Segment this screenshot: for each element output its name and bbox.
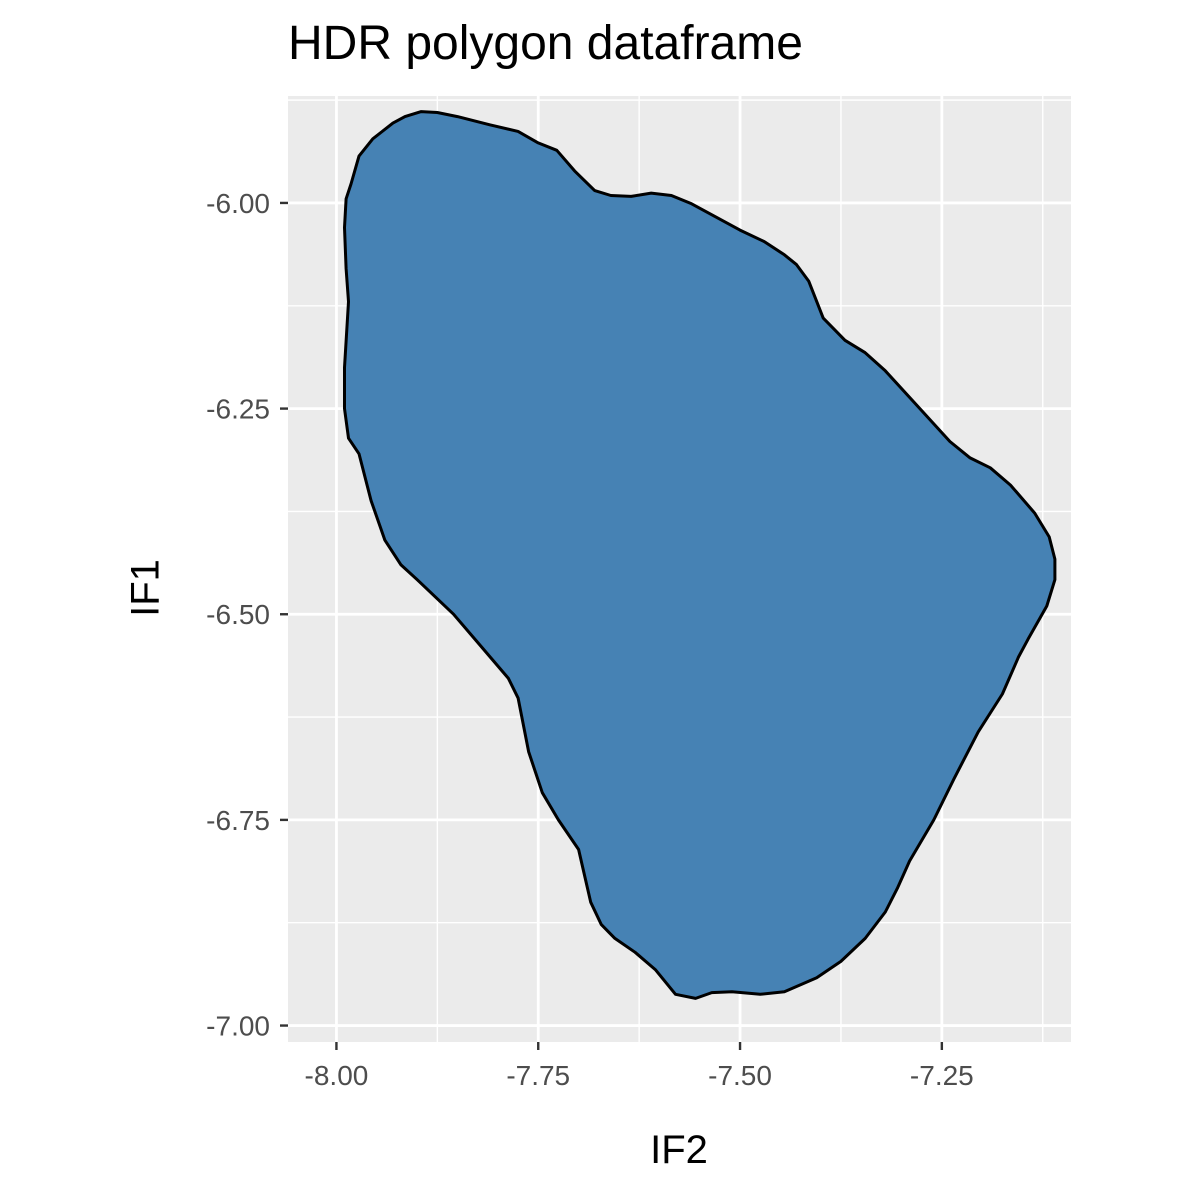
x-axis-label: IF2: [650, 1128, 708, 1172]
y-tick-label: -6.25: [206, 394, 270, 425]
x-tick-label: -8.00: [305, 1060, 369, 1091]
y-tick-label: -6.00: [206, 188, 270, 219]
y-tick-label: -7.00: [206, 1011, 270, 1042]
y-tick-label: -6.50: [206, 599, 270, 630]
x-tick-label: -7.75: [506, 1060, 570, 1091]
x-tick-label: -7.25: [910, 1060, 974, 1091]
data-layer: [343, 110, 1057, 1000]
axes-layer: -8.00 -7.75 -7.50 -7.25 -6.00 -6.25 -6.50 -6.75…: [206, 188, 974, 1091]
hdr-polygon: [343, 110, 1057, 1000]
y-tick-label: -6.75: [206, 805, 270, 836]
x-tick-label: -7.50: [708, 1060, 772, 1091]
chart-title: HDR polygon dataframe: [288, 17, 803, 70]
y-axis-label: IF1: [123, 559, 168, 617]
